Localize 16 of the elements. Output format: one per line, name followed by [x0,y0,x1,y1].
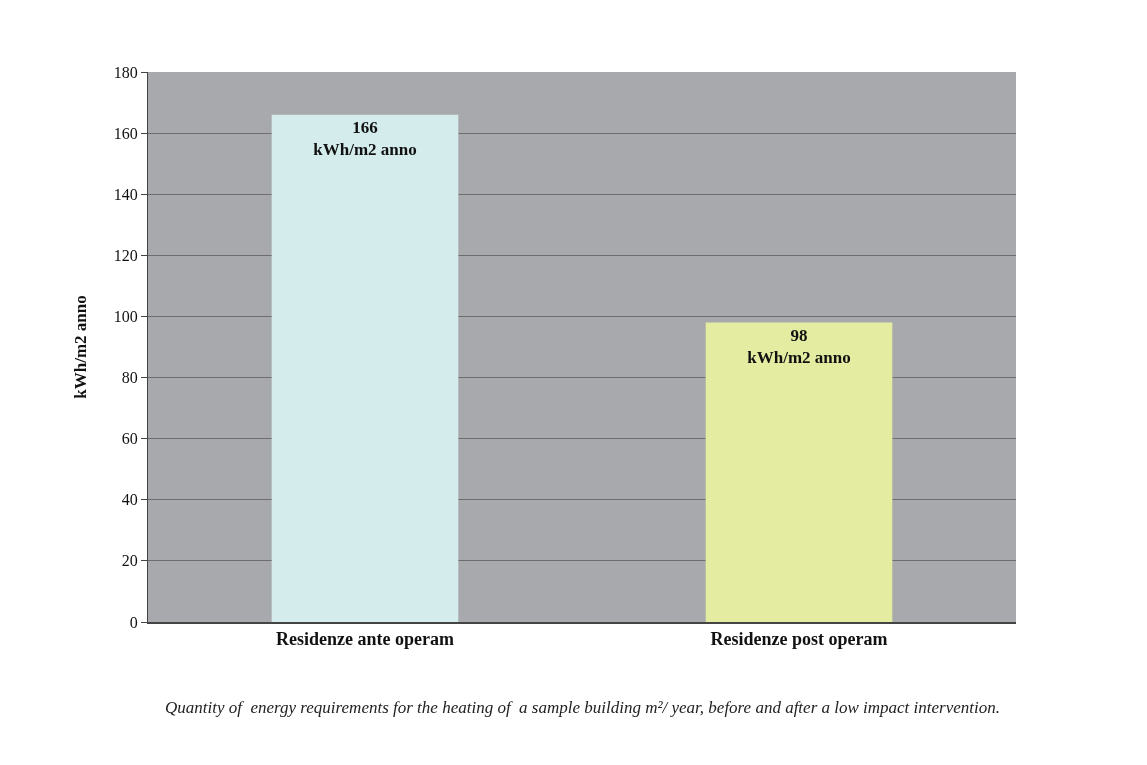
y-tick-label: 0 [129,613,138,631]
y-tick-label: 80 [121,369,138,387]
data-label: 98 kWh/m2 anno [747,325,851,367]
y-tick-label: 100 [113,308,138,326]
data-label: 166 kWh/m2 anno [313,117,417,159]
x-tick-label: Residenze post operam [710,629,888,650]
y-axis-title: kWh/m2 anno [71,295,91,399]
x-tick-label: Residenze ante operam [276,629,454,650]
y-tick-label: 40 [121,491,138,509]
y-tick-label: 140 [113,185,138,203]
y-tick-label: 60 [121,430,138,448]
y-tick-label: 120 [113,246,138,264]
text: Quantity of energy requirements for the heating of a sample building m²/ year, before and after a low impact intervention. [165,698,1000,717]
y-tick-label: 180 [113,63,138,81]
y-tick-label: 160 [113,124,138,142]
y-tick-label: 20 [121,552,138,570]
